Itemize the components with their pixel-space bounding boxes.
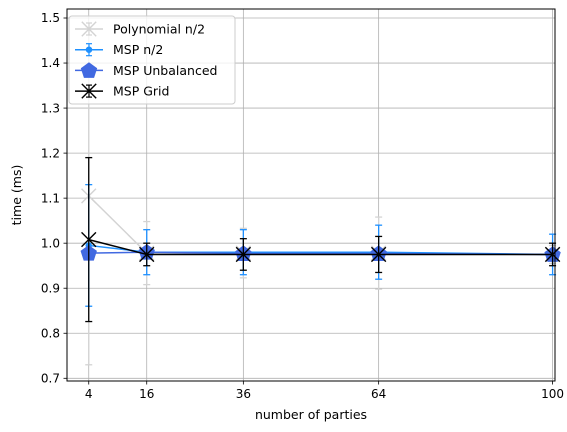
x-tick-label: 16 bbox=[139, 387, 154, 401]
y-tick-label: 1.1 bbox=[41, 191, 60, 205]
legend-item: MSP Grid bbox=[75, 83, 169, 99]
plot-frame bbox=[66, 8, 556, 382]
x-tick-label: 100 bbox=[541, 387, 564, 401]
y-tick-label: 1.4 bbox=[41, 56, 60, 70]
legend: Polynomial n/2 MSP n/2 MSP Unbalanced MSP G… bbox=[68, 15, 236, 105]
legend-label: MSP Unbalanced bbox=[113, 63, 217, 78]
legend-label: Polynomial n/2 bbox=[113, 22, 205, 37]
series-layer bbox=[80, 26, 561, 366]
legend-label: MSP n/2 bbox=[113, 42, 163, 57]
data-point bbox=[235, 246, 252, 263]
marker-stroke bbox=[81, 231, 97, 248]
x-tick-label: 64 bbox=[371, 387, 386, 401]
data-point bbox=[81, 231, 97, 248]
y-tick-label: 1.2 bbox=[41, 146, 60, 160]
marker-stroke bbox=[544, 246, 561, 263]
y-tick-label: 1.0 bbox=[41, 236, 60, 250]
x-axis-label: number of parties bbox=[255, 407, 367, 422]
legend-marker bbox=[80, 62, 98, 78]
legend-label: MSP Grid bbox=[113, 84, 169, 99]
legend-marker bbox=[81, 21, 97, 37]
legend-marker bbox=[85, 46, 93, 53]
legend-item: MSP n/2 bbox=[75, 42, 163, 57]
y-tick-label: 0.7 bbox=[41, 371, 60, 385]
legend-marker bbox=[81, 83, 97, 99]
data-point bbox=[370, 246, 387, 263]
y-tick-label: 1.3 bbox=[41, 101, 60, 115]
grid-lines bbox=[67, 9, 555, 381]
series-line bbox=[88, 195, 553, 256]
y-tick-label: 0.8 bbox=[41, 326, 60, 340]
marker-stroke bbox=[139, 246, 155, 263]
data-point bbox=[544, 246, 561, 263]
y-axis-label: time (ms) bbox=[9, 165, 24, 226]
legend-item: MSP Unbalanced bbox=[75, 62, 217, 78]
y-tick-label: 1.5 bbox=[41, 11, 60, 25]
marker-stroke bbox=[81, 21, 97, 37]
series-msp-grid bbox=[81, 156, 561, 323]
marker-stroke bbox=[81, 83, 97, 99]
axis-ticks: 4 16 36 64 100 0.7 0.8 0.9 1.0 1.1 1.2 1.3 1.4 1.5 bbox=[41, 11, 564, 401]
x-tick-label: 36 bbox=[236, 387, 251, 401]
data-point bbox=[139, 246, 155, 263]
marker-stroke bbox=[370, 246, 387, 263]
x-tick-label: 4 bbox=[85, 387, 93, 401]
marker-stroke bbox=[235, 246, 252, 263]
legend-box bbox=[68, 15, 236, 105]
y-tick-label: 0.9 bbox=[41, 281, 60, 295]
legend-item: Polynomial n/2 bbox=[75, 21, 205, 37]
